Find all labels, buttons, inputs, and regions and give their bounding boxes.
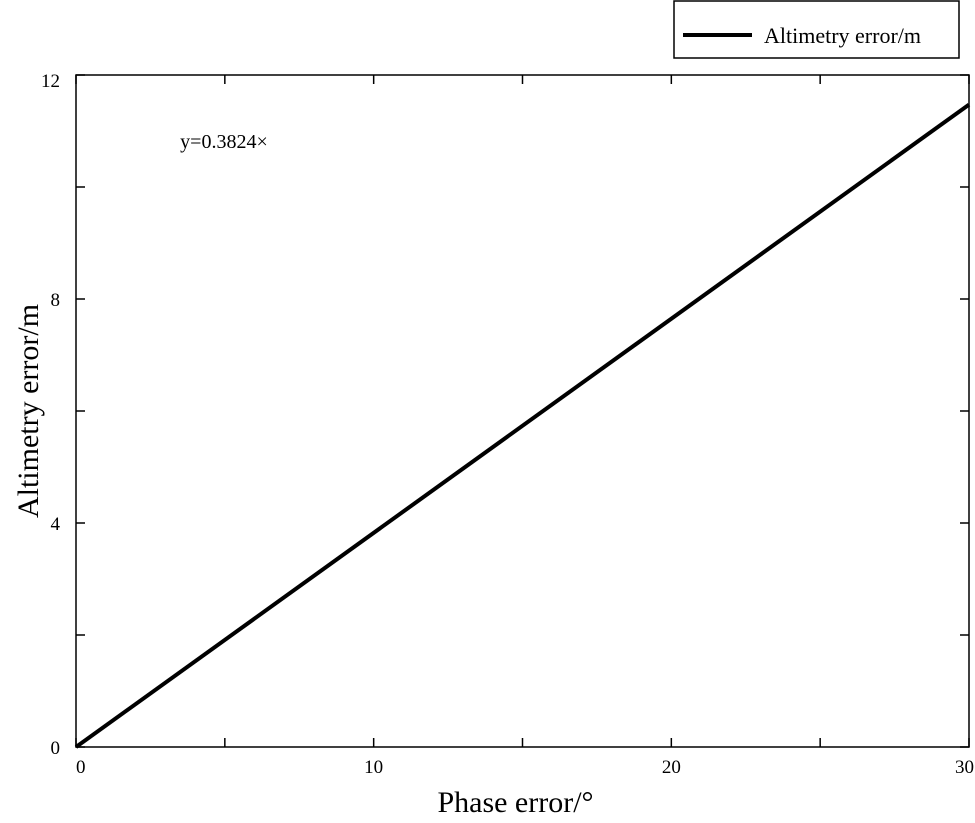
legend-box bbox=[673, 0, 960, 59]
legend-label: Altimetry error/m bbox=[764, 23, 921, 48]
axis-ticks bbox=[75, 74, 970, 748]
y-tick-label: 0 bbox=[51, 738, 61, 759]
equation-annotation: y=0.3824× bbox=[180, 131, 268, 153]
x-tick-label: 0 bbox=[76, 757, 86, 778]
x-axis-title: Phase error/° bbox=[437, 786, 593, 819]
plot-frame bbox=[75, 74, 970, 748]
y-tick-label: 8 bbox=[51, 290, 61, 311]
y-axis-title: Altimetry error/m bbox=[12, 304, 45, 518]
y-tick-label: 12 bbox=[41, 71, 60, 92]
legend: Altimetry error/m bbox=[673, 0, 960, 59]
series-layer bbox=[74, 102, 971, 749]
x-tick-label: 30 bbox=[955, 757, 974, 778]
x-tick-label: 10 bbox=[364, 757, 383, 778]
y-tick-label: 4 bbox=[51, 514, 61, 535]
series-line bbox=[74, 102, 971, 749]
annotations: y=0.3824× bbox=[180, 131, 268, 153]
x-tick-label: 20 bbox=[662, 757, 681, 778]
axis-tick-labels: 0 10 20 30 0 4 8 12 bbox=[41, 71, 974, 778]
